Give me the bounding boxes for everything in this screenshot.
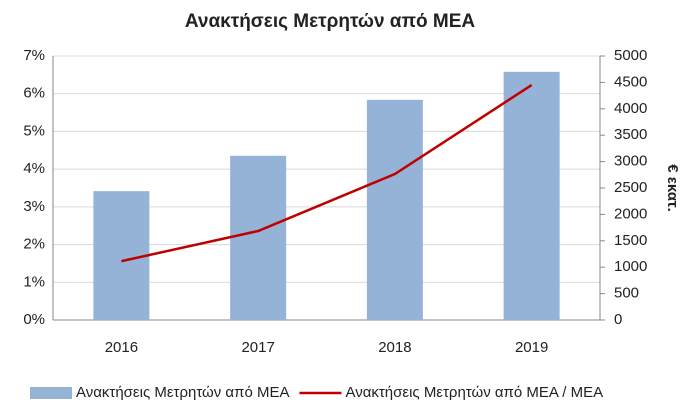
x-tick-label: 2016	[105, 339, 138, 356]
y-tick-label: 1%	[23, 273, 45, 290]
y-tick-label: 2%	[23, 236, 45, 253]
legend-label: Ανακτήσεις Μετρητών από ΜΕΑ / ΜΕΑ	[345, 384, 603, 401]
y2-tick-label: 3500	[614, 126, 647, 143]
y-tick-label: 7%	[23, 47, 45, 64]
y-tick-label: 5%	[23, 122, 45, 139]
bar	[503, 71, 560, 320]
y2-tick-label: 2500	[614, 179, 647, 196]
y2-tick-label: 4500	[614, 73, 647, 90]
line	[121, 83, 533, 263]
y2-tick-label: 2000	[614, 205, 647, 222]
y2-tick-label: 1000	[614, 258, 647, 275]
y-tick-label: 3%	[23, 198, 45, 215]
x-tick-label: 2018	[378, 339, 411, 356]
y2-tick-label: 1500	[614, 232, 647, 249]
y-tick-label: 4%	[23, 160, 45, 177]
legend-swatch	[30, 387, 72, 399]
y2-tick-label: 500	[614, 285, 639, 302]
chart-title: Ανακτήσεις Μετρητών από ΜΕΑ	[185, 11, 476, 32]
y2-tick-label: 0	[614, 311, 622, 328]
y2-tick-label: 5000	[614, 47, 647, 64]
x-tick-label: 2019	[515, 339, 548, 356]
bar	[230, 155, 287, 320]
y-tick-label: 0%	[23, 311, 45, 328]
y-tick-label: 6%	[23, 85, 45, 102]
x-tick-label: 2017	[241, 339, 274, 356]
bar	[93, 191, 150, 320]
y2-tick-label: 3000	[614, 153, 647, 170]
legend-label: Ανακτήσεις Μετρητών από ΜΕΑ	[76, 384, 289, 401]
y2-tick-label: 4000	[614, 100, 647, 117]
y2-axis-label: € εκατ.	[664, 164, 681, 212]
bar	[366, 99, 423, 320]
